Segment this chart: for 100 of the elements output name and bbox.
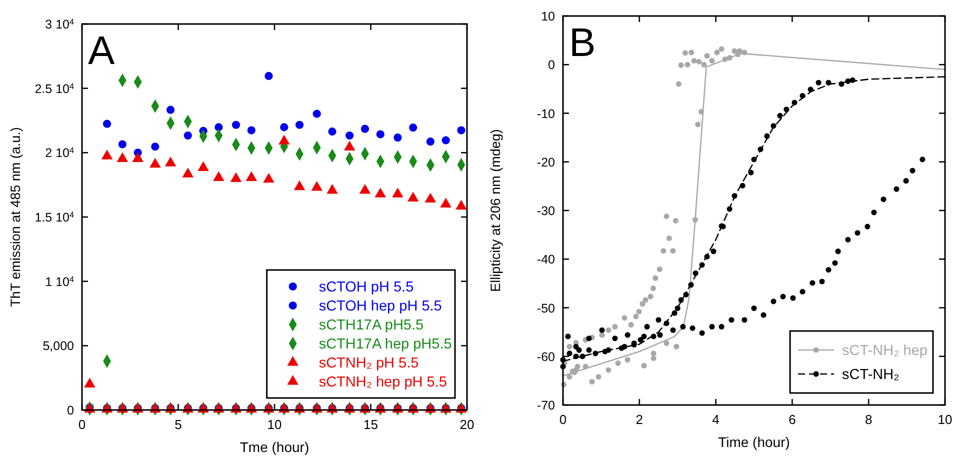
y-tick-label: 0: [67, 404, 74, 418]
point: [826, 80, 832, 86]
point: [599, 327, 605, 333]
point: [760, 312, 766, 318]
point: [612, 336, 618, 342]
y-tick-label: -40: [536, 252, 556, 267]
point: [728, 317, 734, 323]
point: [656, 317, 662, 323]
x-axis-title: Time (hour): [718, 434, 790, 450]
point: [832, 260, 838, 266]
point: [263, 173, 274, 183]
point: [680, 324, 686, 330]
point: [758, 146, 764, 152]
x-tick-label: 5: [174, 417, 182, 432]
point: [845, 236, 851, 242]
y-tick-label: 2 10$^{4}$: [45, 146, 74, 160]
point: [770, 123, 776, 129]
y-tick-label: 2.5 10$^{4}$: [34, 81, 74, 96]
point: [808, 86, 814, 92]
point: [102, 150, 112, 160]
legend-label: sCTOH hep pH 5.5: [318, 298, 442, 314]
point: [678, 297, 684, 303]
y-tick-label: 1.5 10$^{4}$: [34, 210, 74, 224]
point: [838, 81, 844, 87]
point: [718, 324, 724, 330]
point: [408, 192, 418, 202]
point: [117, 152, 128, 162]
point: [566, 350, 572, 356]
point: [166, 106, 175, 114]
point: [280, 123, 288, 132]
x-tick-label: 10: [267, 417, 282, 432]
point: [456, 200, 467, 210]
legend-label: sCTH17A pH5.5: [318, 318, 424, 334]
x-tick-label: 2: [636, 412, 644, 427]
point: [232, 120, 240, 129]
point: [442, 136, 450, 144]
point: [409, 124, 418, 132]
point: [690, 325, 696, 331]
point: [586, 347, 592, 353]
point: [672, 310, 678, 316]
point: [732, 193, 738, 199]
point: [230, 172, 242, 182]
y-axis-title: Ellipticity at 206 nm (mdeg): [488, 129, 503, 292]
point: [344, 141, 355, 151]
point: [894, 186, 900, 192]
x-tick-label: 20: [460, 417, 474, 432]
y-tick-label: 0: [548, 58, 556, 72]
point: [586, 336, 592, 342]
point: [709, 324, 715, 330]
point: [182, 168, 194, 178]
point: [710, 248, 716, 254]
point: [440, 198, 452, 208]
point: [864, 224, 870, 230]
legend-label: sCTH17A hep pH5.5: [318, 336, 452, 352]
point: [602, 348, 608, 354]
point: [360, 124, 370, 133]
point: [573, 354, 579, 360]
point: [184, 132, 192, 140]
point: [764, 133, 770, 139]
point: [295, 120, 304, 129]
y-tick-label: -20: [536, 155, 556, 170]
point: [326, 184, 338, 194]
point: [328, 128, 336, 136]
legend-label: sCT-NH₂: [842, 367, 900, 383]
point: [394, 134, 402, 142]
point: [810, 280, 816, 286]
point: [800, 92, 806, 99]
point: [650, 334, 656, 340]
legend-label: sCTNH₂ pH 5.5: [318, 356, 419, 372]
point: [247, 126, 256, 134]
point: [880, 196, 886, 202]
point: [580, 354, 586, 360]
point: [102, 120, 112, 128]
point: [770, 298, 776, 304]
point: [150, 158, 160, 168]
point: [151, 142, 160, 151]
point: [246, 172, 257, 181]
y-tick-label: 3 10$^{4}$: [45, 17, 74, 32]
point: [704, 254, 710, 260]
x-tick-label: 0: [559, 412, 567, 427]
point: [641, 334, 647, 340]
x-tick-label: 6: [788, 412, 796, 427]
point: [780, 294, 786, 300]
point: [426, 138, 434, 146]
legend-label: sCTNH₂ hep pH 5.5: [318, 374, 447, 390]
x-tick-label: 10: [938, 412, 952, 427]
point: [84, 378, 96, 388]
point: [784, 106, 790, 112]
point: [576, 347, 582, 353]
point: [592, 350, 598, 356]
point: [657, 332, 663, 338]
point: [816, 80, 822, 86]
point: [214, 123, 223, 132]
annotation: B: [569, 21, 596, 65]
point: [425, 193, 436, 202]
point: [457, 126, 466, 134]
point: [792, 100, 798, 106]
point: [294, 180, 305, 190]
point: [312, 110, 321, 118]
point: [375, 188, 386, 198]
